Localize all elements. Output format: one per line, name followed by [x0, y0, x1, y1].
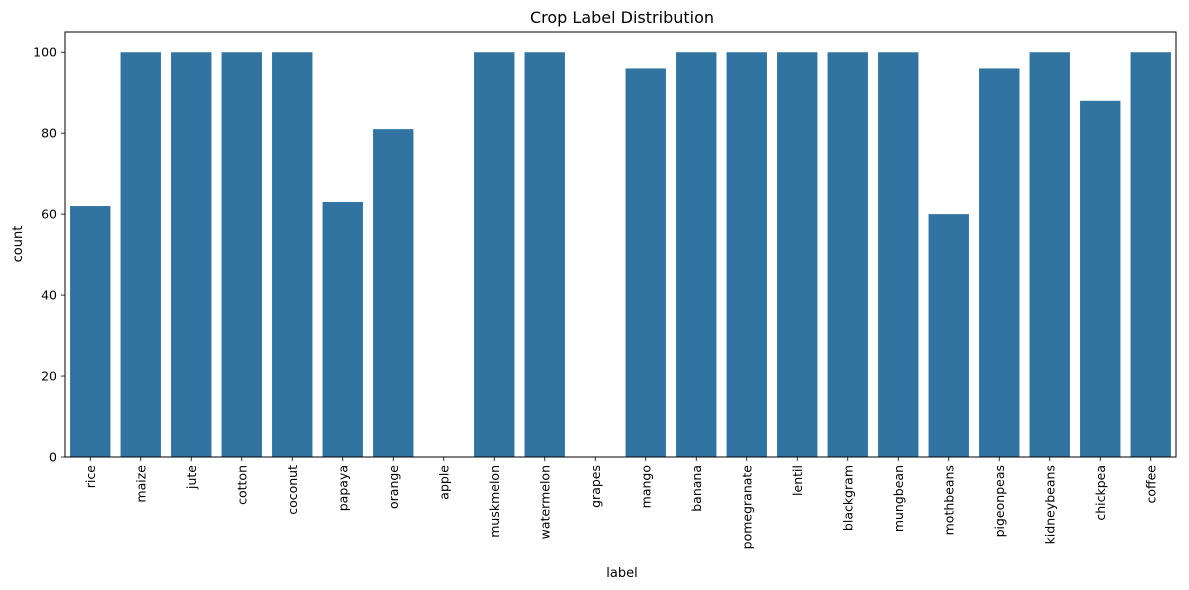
y-tick-label: 60 — [41, 207, 57, 222]
y-tick-label: 20 — [41, 369, 57, 384]
x-tick-label: coconut — [285, 465, 300, 515]
bars-group — [70, 52, 1171, 458]
x-tick-label: mungbean — [891, 465, 906, 532]
x-tick-label: apple — [436, 465, 451, 500]
x-tick-label: watermelon — [537, 465, 552, 539]
bar-orange — [373, 129, 414, 457]
bar-kidneybeans — [1029, 52, 1070, 458]
bar-muskmelon — [474, 52, 515, 458]
bar-lentil — [777, 52, 818, 458]
x-tick-label: chickpea — [1093, 465, 1108, 521]
x-tick-label: blackgram — [840, 465, 855, 531]
x-axis-label: label — [606, 566, 637, 581]
bar-chickpea — [1080, 100, 1121, 457]
x-tick-label: lentil — [790, 465, 805, 496]
bar-mungbean — [878, 52, 919, 458]
x-tick-label: banana — [689, 465, 704, 512]
bar-jute — [171, 52, 212, 458]
bar-mango — [625, 68, 666, 458]
bar-maize — [120, 52, 161, 458]
y-tick-label: 0 — [49, 450, 57, 465]
x-tick-label: jute — [184, 465, 199, 490]
x-tick-label: muskmelon — [487, 465, 502, 538]
y-axis: 0 20 40 60 80 100 — [33, 45, 65, 465]
x-axis: rice maize jute cotton coconut papaya orange ap… — [83, 457, 1158, 550]
y-axis-label: count — [11, 226, 26, 263]
y-tick-label: 100 — [33, 45, 57, 60]
x-tick-label: maize — [133, 465, 148, 503]
bar-pomegranate — [726, 52, 767, 458]
x-tick-label: cotton — [234, 465, 249, 505]
plot-frame — [64, 31, 1177, 458]
chart-title: Crop Label Distribution — [530, 8, 714, 27]
bar-cotton — [221, 52, 262, 458]
y-tick-label: 40 — [41, 288, 57, 303]
bar-blackgram — [827, 52, 868, 458]
x-tick-label: grapes — [588, 465, 603, 508]
y-tick-label: 80 — [41, 126, 57, 141]
x-tick-label: orange — [386, 465, 401, 509]
x-tick-label: papaya — [335, 465, 350, 511]
bar-rice — [70, 206, 111, 457]
bar-coconut — [272, 52, 313, 458]
x-tick-label: kidneybeans — [1042, 465, 1057, 544]
bar-papaya — [322, 202, 363, 457]
x-tick-label: pigeonpeas — [992, 465, 1007, 537]
x-tick-label: mango — [638, 465, 653, 508]
bar-banana — [676, 52, 717, 458]
x-tick-label: rice — [83, 465, 98, 488]
bar-coffee — [1130, 52, 1171, 458]
bar-mothbeans — [928, 214, 969, 457]
bar-pigeonpeas — [979, 68, 1020, 458]
x-tick-label: mothbeans — [941, 465, 956, 535]
bar-watermelon — [524, 52, 565, 458]
x-tick-label: coffee — [1143, 465, 1158, 504]
x-tick-label: pomegranate — [739, 465, 754, 550]
